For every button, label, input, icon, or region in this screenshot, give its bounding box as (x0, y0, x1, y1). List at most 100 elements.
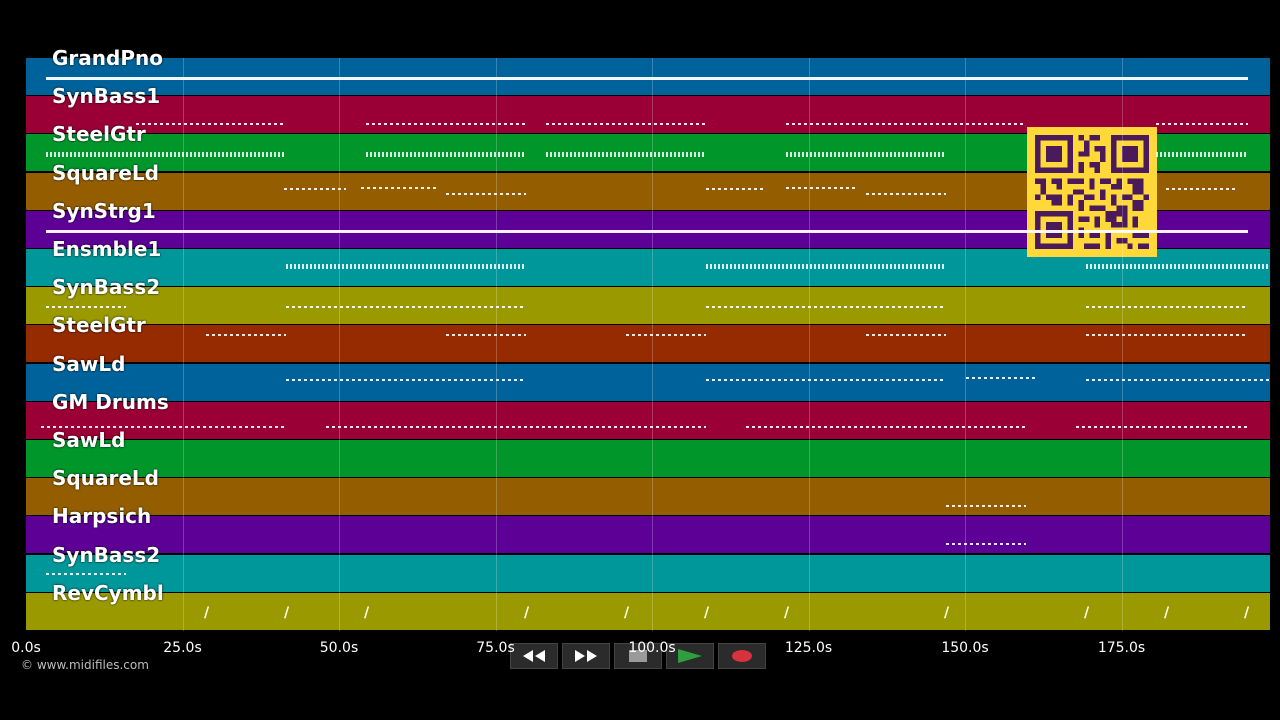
grid-line (1121, 58, 1123, 631)
track-label: SawLd (52, 351, 126, 376)
time-tick-label: 0.0s (11, 640, 41, 656)
track-label: SynBass2 (52, 542, 161, 567)
track-row[interactable] (26, 363, 1270, 402)
midi-note (866, 192, 946, 195)
qr-code-icon[interactable] (1027, 127, 1157, 257)
time-tick-label: 125.0s (784, 640, 833, 656)
midi-note (1086, 378, 1270, 381)
midi-note (1166, 187, 1236, 190)
midi-note (706, 187, 766, 190)
track-row[interactable] (26, 401, 1270, 440)
track-row[interactable] (26, 478, 1270, 517)
stop-icon (629, 650, 647, 662)
track-label: RevCymbl (52, 580, 164, 605)
midi-note (46, 229, 1248, 233)
rewind-button[interactable] (510, 643, 558, 669)
midi-note (361, 186, 436, 189)
midi-note (1086, 264, 1270, 269)
midi-note (626, 334, 706, 337)
rewind-icon (523, 650, 545, 662)
cymbal-hit: / (284, 604, 290, 621)
transport-controls (510, 643, 772, 669)
fast-forward-icon (575, 650, 597, 662)
midi-note (546, 152, 706, 158)
midi-note (286, 378, 526, 381)
cymbal-hit: / (944, 604, 950, 621)
midi-note (966, 376, 1036, 379)
track-label: Ensmble1 (52, 237, 162, 261)
qr-code-graphic (1035, 135, 1149, 249)
track-label: SynStrg1 (52, 198, 156, 223)
midi-note (786, 152, 946, 158)
track-label: SquareLd (52, 160, 159, 185)
midi-note (946, 505, 1026, 508)
record-icon (732, 650, 752, 662)
midi-note (446, 192, 526, 195)
midi-note (546, 123, 706, 126)
track-label: SteelGtr (52, 313, 146, 338)
midi-note (366, 152, 526, 158)
cymbal-hit: / (1244, 604, 1250, 621)
track-label: SynBass2 (52, 275, 161, 300)
midi-note (326, 425, 706, 428)
record-button[interactable] (718, 643, 766, 669)
grid-line (182, 58, 184, 631)
midi-note (46, 306, 126, 309)
midi-note (746, 425, 1026, 428)
midi-note (1156, 123, 1248, 126)
time-tick-label: 100.0s (628, 640, 676, 656)
midi-note (1086, 334, 1248, 337)
midi-note (786, 123, 1026, 126)
time-tick-label: 50.0s (319, 640, 359, 656)
midi-note (286, 264, 526, 269)
track-row[interactable] (26, 554, 1270, 593)
midi-note (46, 152, 286, 158)
track-row[interactable] (26, 516, 1270, 555)
track-row[interactable] (26, 592, 1270, 631)
track-row[interactable] (26, 325, 1270, 364)
midi-note (1076, 425, 1248, 428)
time-tick-label: 25.0s (163, 640, 202, 656)
midi-note (46, 572, 126, 575)
fast-forward-button[interactable] (562, 643, 610, 669)
midi-note (446, 334, 526, 337)
cymbal-hit: / (704, 604, 710, 621)
cymbal-hit: / (624, 604, 630, 621)
midi-note (136, 123, 286, 126)
midi-note (946, 543, 1026, 546)
copyright-text: © www.midifiles.com (21, 658, 149, 672)
midi-note (286, 306, 526, 309)
track-label: Harpsich (52, 504, 152, 529)
midi-note (41, 425, 286, 428)
grid-line (339, 58, 340, 631)
midi-note (1086, 306, 1248, 309)
time-tick-label: 75.0s (476, 640, 515, 656)
cymbal-hit: / (204, 604, 210, 621)
play-button[interactable] (666, 643, 714, 669)
grid-line (495, 58, 497, 631)
midi-note (366, 123, 526, 126)
track-row[interactable] (26, 287, 1270, 326)
cymbal-hit: / (784, 604, 790, 621)
midi-note (206, 334, 286, 337)
cymbal-hit: / (1164, 604, 1170, 621)
midi-note (46, 77, 1248, 80)
midi-note (1156, 152, 1248, 158)
midi-note (786, 186, 856, 189)
midi-note (706, 264, 946, 269)
track-label: SynBass1 (52, 84, 161, 109)
stop-button[interactable] (614, 643, 662, 669)
track-label: GrandPno (52, 46, 163, 70)
time-tick-label: 175.0s (1097, 640, 1146, 656)
grid-line (808, 58, 810, 631)
midi-note (706, 378, 946, 381)
track-row[interactable] (26, 440, 1270, 478)
track-label: SteelGtr (52, 122, 146, 147)
midi-note (706, 306, 946, 309)
track-label: SawLd (52, 428, 126, 452)
track-label: GM Drums (52, 389, 169, 414)
grid-line (965, 58, 966, 631)
cymbal-hit: / (364, 604, 370, 621)
midi-note (866, 334, 946, 337)
cymbal-hit: / (1084, 604, 1090, 621)
